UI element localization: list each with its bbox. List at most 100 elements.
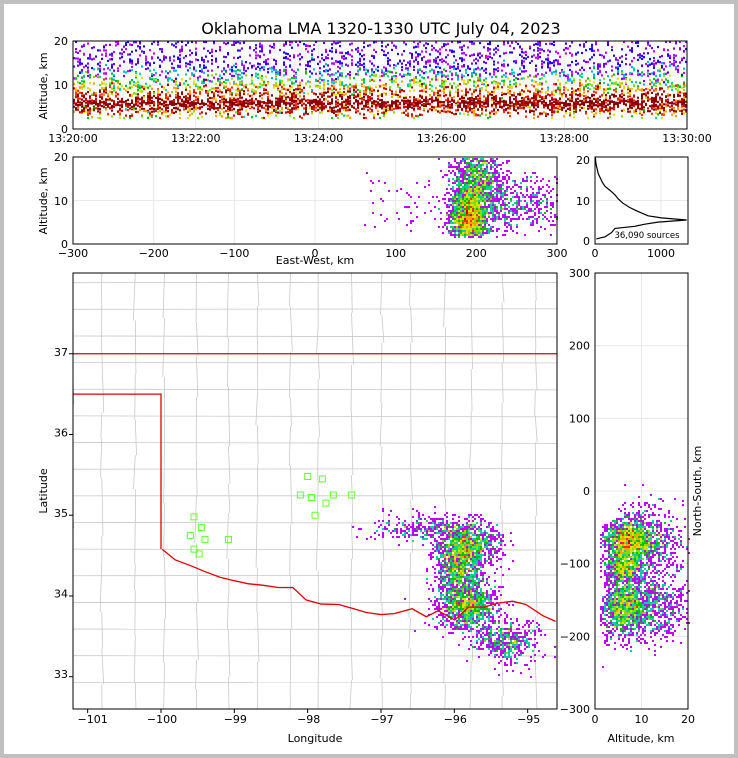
time-altitude-source: [305, 104, 307, 107]
time-altitude-source: [529, 47, 531, 50]
time-altitude-source: [603, 88, 605, 91]
time-altitude-source: [207, 69, 209, 72]
time-altitude-source: [87, 66, 89, 69]
time-altitude-source: [449, 49, 451, 52]
time-altitude-source: [171, 78, 173, 82]
time-altitude-source: [329, 101, 331, 105]
time-altitude-source: [653, 57, 655, 60]
time-altitude-source: [525, 53, 527, 56]
time-altitude-source: [423, 65, 425, 68]
time-altitude-source: [555, 103, 557, 106]
time-altitude-source: [337, 116, 339, 120]
time-altitude-source: [323, 91, 325, 94]
time-altitude-source: [225, 56, 227, 59]
time-altitude-source: [569, 51, 571, 55]
time-altitude-source: [83, 85, 85, 88]
time-altitude-source: [263, 60, 265, 64]
time-altitude-source: [357, 61, 359, 64]
time-altitude-source: [475, 73, 477, 76]
time-altitude-source: [661, 55, 663, 58]
time-altitude-source: [347, 85, 349, 88]
time-altitude-source: [459, 46, 461, 49]
time-altitude-source: [315, 98, 317, 101]
time-altitude-source: [421, 76, 423, 79]
time-altitude-source: [611, 65, 613, 68]
time-altitude-source: [515, 109, 517, 112]
time-altitude-source: [257, 86, 259, 89]
time-altitude-source: [101, 87, 103, 90]
time-altitude-source: [83, 43, 85, 46]
time-altitude-source: [259, 109, 261, 112]
time-altitude-source: [647, 64, 649, 67]
time-altitude-source: [223, 85, 225, 88]
time-altitude-source: [447, 101, 449, 104]
time-altitude-source: [313, 92, 315, 95]
time-altitude-source: [431, 78, 433, 81]
time-altitude-source: [147, 67, 149, 70]
time-altitude-source: [667, 86, 669, 89]
time-altitude-source: [343, 104, 345, 107]
time-altitude-source: [143, 45, 145, 48]
time-altitude-source: [593, 62, 595, 65]
time-altitude-source: [663, 62, 665, 65]
time-altitude-source: [399, 87, 401, 90]
time-altitude-source: [599, 110, 601, 113]
time-altitude-source: [479, 100, 481, 103]
time-altitude-source: [479, 92, 481, 95]
time-altitude-source: [659, 108, 661, 112]
time-altitude-source: [323, 78, 325, 82]
time-altitude-source: [437, 50, 439, 53]
time-altitude-source: [177, 97, 179, 100]
time-altitude-source: [591, 45, 593, 49]
time-altitude-source: [75, 107, 77, 110]
time-altitude-source: [547, 63, 549, 66]
time-altitude-source: [395, 101, 397, 104]
time-altitude-source: [505, 108, 507, 112]
time-altitude-source: [469, 78, 471, 82]
time-altitude-source: [239, 112, 241, 115]
time-altitude-source: [503, 65, 505, 68]
time-altitude-source: [527, 101, 529, 105]
time-altitude-source: [243, 64, 245, 67]
time-altitude-source: [291, 98, 293, 101]
time-altitude-source: [347, 89, 349, 92]
time-altitude-source: [73, 98, 75, 102]
time-altitude-source: [173, 111, 175, 114]
time-altitude-source: [435, 66, 437, 69]
time-altitude-source: [229, 109, 231, 112]
time-altitude-source: [261, 78, 263, 82]
time-altitude-source: [553, 64, 555, 67]
time-altitude-source: [219, 101, 221, 104]
time-altitude-source: [105, 107, 107, 110]
time-altitude-source: [543, 103, 545, 106]
time-altitude-source: [245, 109, 247, 112]
time-altitude-source: [233, 98, 235, 101]
time-altitude-source: [593, 109, 595, 113]
figure: Oklahoma LMA 1320-1330 UTC July 04, 2023…: [4, 4, 734, 754]
time-altitude-source: [609, 87, 611, 90]
time-altitude-source: [673, 85, 675, 88]
time-altitude-source: [569, 78, 571, 81]
time-altitude-source: [443, 101, 445, 104]
time-altitude-source: [443, 74, 445, 77]
time-altitude-source: [459, 102, 461, 105]
time-altitude-source: [211, 54, 213, 58]
time-altitude-source: [107, 96, 109, 99]
time-altitude-source: [371, 87, 373, 90]
time-altitude-source: [611, 46, 613, 49]
time-altitude-source: [185, 100, 187, 103]
time-altitude-source: [297, 54, 299, 57]
time-altitude-source: [95, 101, 97, 104]
time-altitude-source: [541, 101, 543, 104]
time-altitude-source: [547, 105, 549, 108]
time-altitude-source: [349, 90, 351, 93]
time-altitude-source: [513, 71, 515, 74]
time-altitude-source: [85, 106, 87, 109]
time-altitude-source: [669, 93, 671, 97]
time-altitude-source: [565, 86, 567, 90]
time-altitude-source: [587, 96, 589, 99]
time-altitude-source: [489, 111, 491, 114]
time-altitude-source: [435, 74, 437, 77]
time-altitude-source: [585, 96, 587, 99]
time-altitude-source: [261, 101, 263, 104]
